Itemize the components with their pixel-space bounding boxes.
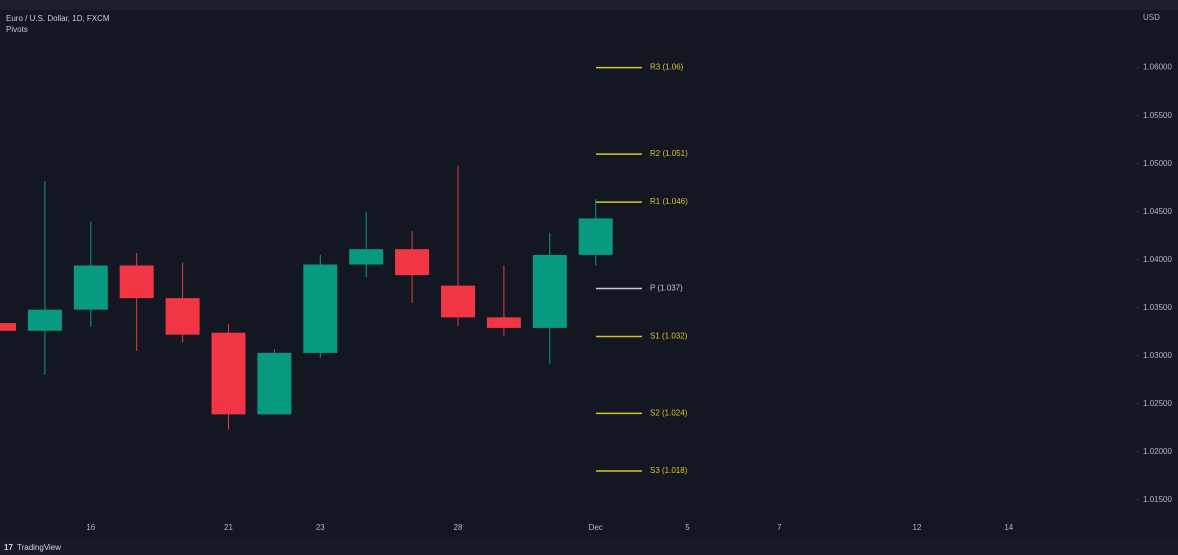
candle-body (119, 265, 154, 299)
y-tick-label: 1.01500 (1143, 495, 1172, 504)
candle-body (441, 285, 475, 318)
candle-body (73, 265, 108, 310)
x-tick-label: 5 (685, 523, 690, 532)
x-tick-label: 23 (316, 523, 325, 532)
pivot-label: S1 (1.032) (650, 332, 688, 341)
x-tick-label: 21 (224, 523, 233, 532)
plot-area (0, 165, 613, 430)
pivot-label: S3 (1.018) (650, 466, 688, 475)
x-tick-label: 12 (913, 523, 922, 532)
candle-body (486, 317, 521, 328)
candle-body (165, 298, 200, 335)
x-tick-label: 28 (454, 523, 463, 532)
top-bar (0, 0, 1178, 10)
pivot-label: R1 (1.046) (650, 197, 688, 206)
candle-body (211, 332, 246, 415)
candle-body (578, 218, 613, 255)
pivot-label: R2 (1.051) (650, 149, 688, 158)
brand-name: TradingView (17, 543, 61, 552)
y-tick-label: 1.05000 (1143, 159, 1172, 168)
candle-body (257, 352, 292, 415)
y-tick-label: 1.05500 (1143, 111, 1172, 120)
candle-body (303, 264, 338, 353)
x-tick-label: Dec (589, 523, 603, 532)
x-tick-label: 16 (86, 523, 95, 532)
y-tick-label: 1.02000 (1143, 447, 1172, 456)
y-tick-label: 1.04000 (1143, 255, 1172, 264)
candle-body (0, 323, 16, 331)
y-tick-label: 1.06000 (1143, 63, 1172, 72)
currency-label: USD (1143, 13, 1160, 22)
candle-body (395, 249, 430, 276)
y-tick-label: 1.04500 (1143, 207, 1172, 216)
candle-body (27, 309, 62, 331)
x-tick-label: 14 (1004, 523, 1013, 532)
chart-title: Euro / U.S. Dollar, 1D, FXCM (6, 14, 110, 23)
candle-body (349, 249, 384, 265)
brand-logo: 17 (4, 543, 13, 552)
y-tick-label: 1.03500 (1143, 303, 1172, 312)
y-tick-label: 1.02500 (1143, 399, 1172, 408)
bottom-bar (0, 538, 1178, 555)
y-tick-label: 1.03000 (1143, 351, 1172, 360)
pivot-label: P (1.037) (650, 284, 683, 293)
pivot-label: S2 (1.024) (650, 408, 688, 417)
pivot-label: R3 (1.06) (650, 63, 684, 72)
candle-body (532, 254, 567, 328)
x-tick-label: 7 (777, 523, 782, 532)
indicator-name: Pivots (6, 25, 28, 34)
